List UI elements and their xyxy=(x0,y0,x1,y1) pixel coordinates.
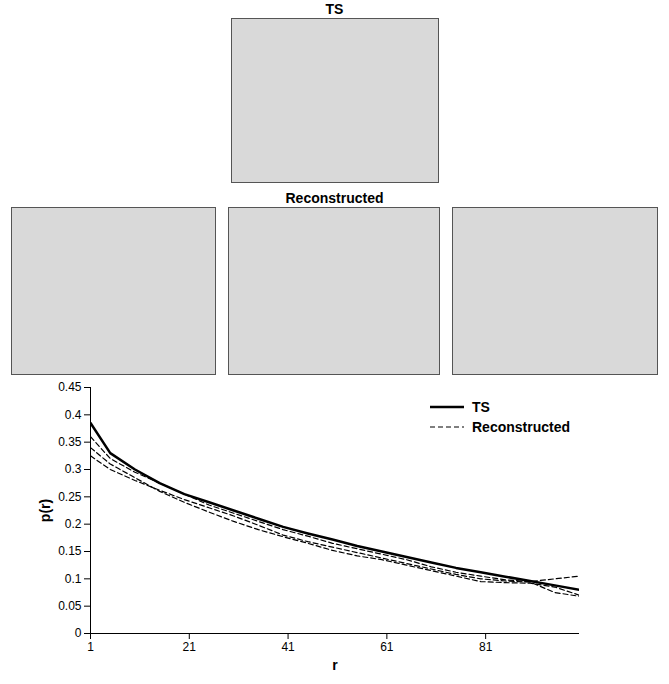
svg-text:0.4: 0.4 xyxy=(65,408,82,422)
svg-text:0.3: 0.3 xyxy=(65,462,82,476)
svg-text:1: 1 xyxy=(87,640,94,654)
svg-text:61: 61 xyxy=(380,640,394,654)
svg-text:41: 41 xyxy=(281,640,295,654)
svg-text:0.15: 0.15 xyxy=(58,544,82,558)
svg-text:0.05: 0.05 xyxy=(58,599,82,613)
svg-text:0.45: 0.45 xyxy=(58,380,82,394)
svg-text:0.1: 0.1 xyxy=(65,572,82,586)
svg-text:0: 0 xyxy=(75,626,82,640)
svg-text:0.2: 0.2 xyxy=(65,517,82,531)
html-text:TS: TS xyxy=(472,399,490,415)
html-text:TS: TS xyxy=(325,1,344,17)
html-text:Reconstructed: Reconstructed xyxy=(472,419,570,435)
html-text:Reconstructed: Reconstructed xyxy=(285,190,384,206)
svg-text:81: 81 xyxy=(479,640,493,654)
svg-text:0.35: 0.35 xyxy=(58,435,82,449)
svg-text:21: 21 xyxy=(183,640,197,654)
svg-text:p(r): p(r) xyxy=(37,499,53,522)
svg-text:r: r xyxy=(332,657,338,673)
svg-text:0.25: 0.25 xyxy=(58,490,82,504)
